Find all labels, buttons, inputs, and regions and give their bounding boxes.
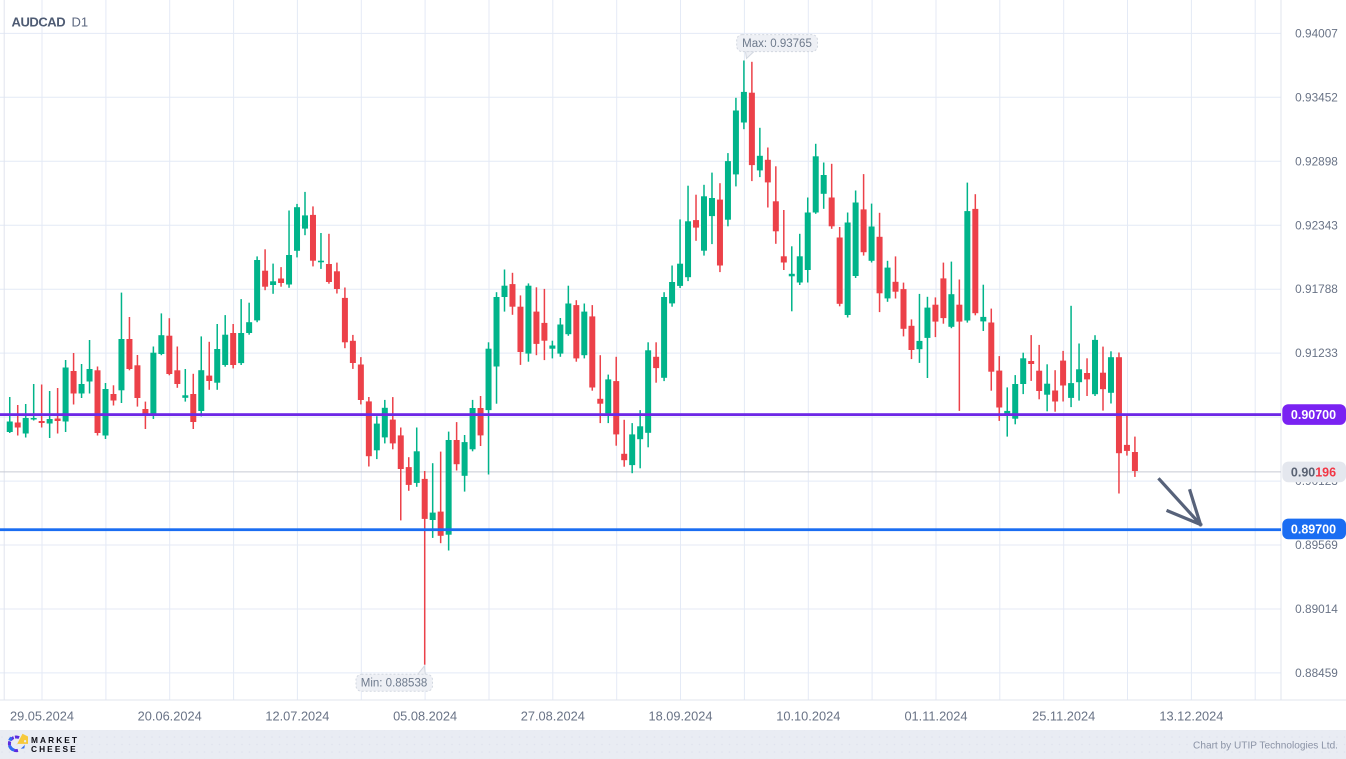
- svg-text:0.89014: 0.89014: [1295, 602, 1338, 616]
- svg-text:29.05.2024: 29.05.2024: [10, 709, 74, 724]
- svg-text:D1: D1: [72, 15, 89, 30]
- svg-text:0.90700: 0.90700: [1291, 408, 1336, 422]
- svg-text:0.89700: 0.89700: [1291, 522, 1336, 536]
- svg-text:0.90196: 0.90196: [1291, 465, 1336, 479]
- svg-text:0.91233: 0.91233: [1295, 346, 1338, 360]
- svg-text:Chart by UTIP Technologies Ltd: Chart by UTIP Technologies Ltd.: [1193, 741, 1338, 752]
- svg-text:25.11.2024: 25.11.2024: [1032, 709, 1095, 724]
- svg-text:20.06.2024: 20.06.2024: [138, 709, 202, 724]
- svg-text:AUDCAD: AUDCAD: [12, 15, 66, 30]
- svg-text:0.94007: 0.94007: [1295, 26, 1338, 40]
- svg-text:18.09.2024: 18.09.2024: [648, 709, 712, 724]
- svg-text:0.91788: 0.91788: [1295, 282, 1338, 296]
- svg-text:10.10.2024: 10.10.2024: [776, 709, 840, 724]
- svg-text:0.92343: 0.92343: [1295, 218, 1338, 232]
- svg-text:Max: 0.93765: Max: 0.93765: [742, 38, 812, 50]
- svg-text:12.07.2024: 12.07.2024: [265, 709, 329, 724]
- svg-text:01.11.2024: 01.11.2024: [904, 709, 967, 724]
- svg-text:0.92898: 0.92898: [1295, 154, 1338, 168]
- svg-text:MARKET: MARKET: [31, 735, 79, 745]
- svg-text:27.08.2024: 27.08.2024: [521, 709, 585, 724]
- svg-text:0.88459: 0.88459: [1295, 666, 1338, 680]
- svg-text:CHEESE: CHEESE: [31, 744, 78, 754]
- svg-text:0.89569: 0.89569: [1295, 538, 1338, 552]
- svg-text:0.93452: 0.93452: [1295, 90, 1338, 104]
- svg-text:13.12.2024: 13.12.2024: [1159, 709, 1223, 724]
- svg-text:Min: 0.88538: Min: 0.88538: [361, 678, 428, 690]
- svg-text:05.08.2024: 05.08.2024: [393, 709, 457, 724]
